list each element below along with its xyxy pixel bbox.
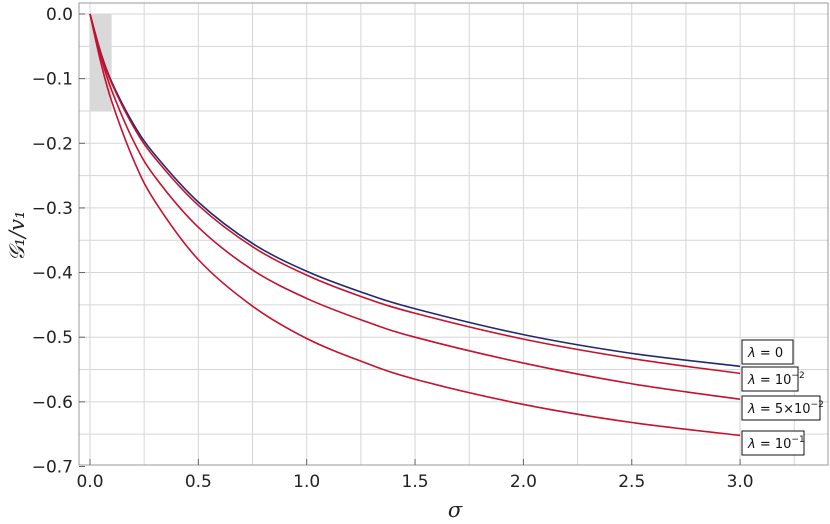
legend-box bbox=[741, 366, 799, 392]
series-line-1 bbox=[89, 13, 741, 375]
x-axis-label: σ bbox=[448, 498, 463, 522]
y-tick-label: −0.6 bbox=[32, 393, 73, 413]
legend-label: λ = 0 bbox=[747, 346, 783, 361]
x-tick-label: 2.5 bbox=[618, 472, 645, 492]
y-tick-label: −0.5 bbox=[32, 328, 73, 348]
legend-entry-0: λ = 0 bbox=[741, 339, 794, 365]
legend-box bbox=[741, 339, 794, 365]
legend-entry-2: λ = 5×10−2 bbox=[741, 395, 824, 421]
legend-entry-3: λ = 10−1 bbox=[741, 430, 805, 456]
x-tick-label: 3.0 bbox=[727, 472, 754, 492]
x-tick-label: 0.5 bbox=[185, 472, 212, 492]
tick-layer: 0.0 0.5 1.0 1.5 2.0 2.5 3.0 0.0 −0.1 −0.2 −0.3 −0.4… bbox=[32, 5, 754, 492]
y-axis-label: 𝒢₁/v₁ bbox=[5, 211, 29, 262]
x-tick-label: 1.0 bbox=[293, 472, 320, 492]
legend-label: λ = 5×10−2 bbox=[747, 400, 824, 417]
y-tick-label: 0.0 bbox=[46, 5, 73, 25]
series-layer bbox=[89, 13, 741, 437]
y-tick-label: −0.2 bbox=[32, 134, 73, 154]
x-tick-label: 2.0 bbox=[510, 472, 537, 492]
legend-box bbox=[741, 430, 805, 456]
y-tick-label: −0.3 bbox=[32, 199, 73, 219]
series-line-3 bbox=[89, 13, 741, 437]
legend-box bbox=[741, 395, 821, 421]
x-tick-label: 0.0 bbox=[76, 472, 103, 492]
y-tick-label: −0.1 bbox=[32, 70, 73, 90]
x-tick-label: 1.5 bbox=[402, 472, 429, 492]
plot-border bbox=[78, 2, 829, 466]
legend: λ = 0 λ = 10−2 λ = 5×10−2 λ = 10−1 bbox=[741, 339, 824, 456]
legend-label: λ = 10−2 bbox=[747, 371, 805, 388]
series-line-2 bbox=[89, 13, 741, 401]
y-tick-label: −0.4 bbox=[32, 264, 73, 284]
plot-frame bbox=[78, 2, 829, 466]
axis-label-layer: σ 𝒢₁/v₁ bbox=[5, 211, 463, 522]
legend-label: λ = 10−1 bbox=[747, 435, 805, 452]
legend-entry-1: λ = 10−2 bbox=[741, 366, 805, 392]
y-tick-label: −0.7 bbox=[32, 457, 73, 477]
